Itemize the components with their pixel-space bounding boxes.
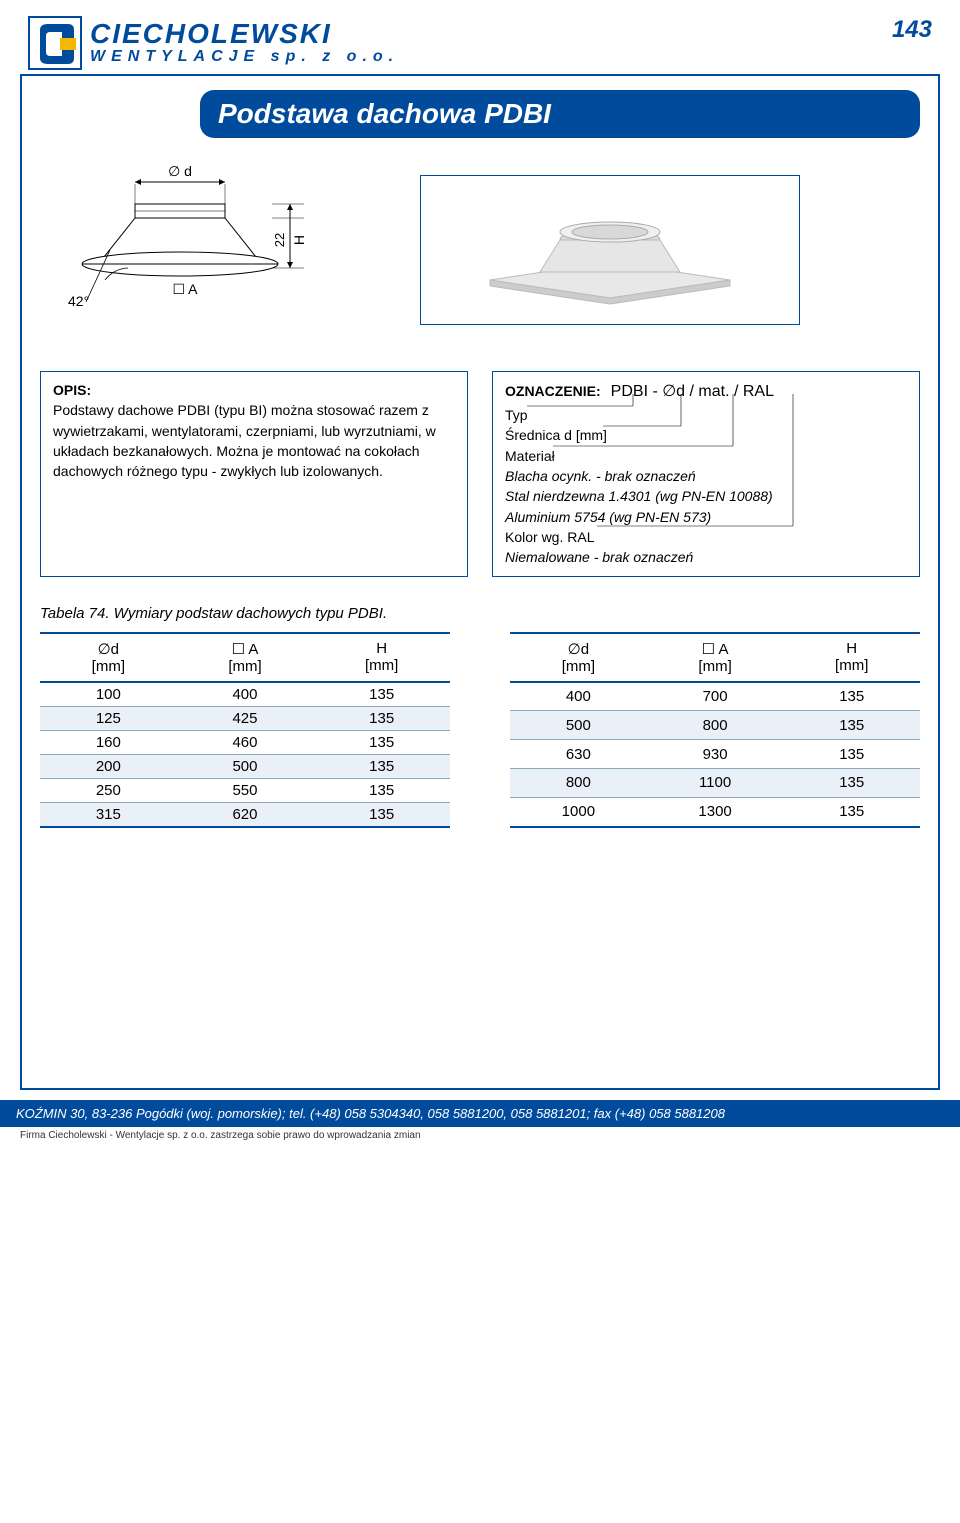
table-cell: 1000 bbox=[510, 797, 647, 826]
column-header: ∅d[mm] bbox=[40, 633, 177, 682]
column-header: ☐ A[mm] bbox=[177, 633, 314, 682]
ozn-line-6: Kolor wg. RAL bbox=[505, 527, 907, 547]
ozn-line-2: Materiał bbox=[505, 446, 907, 466]
column-header: H[mm] bbox=[313, 633, 450, 682]
offset-label: 22 bbox=[272, 233, 287, 247]
table-cell: 630 bbox=[510, 740, 647, 769]
table-cell: 400 bbox=[510, 682, 647, 711]
table-row: 315620135 bbox=[40, 802, 450, 827]
ozn-label: OZNACZENIE: bbox=[505, 381, 601, 401]
table-cell: 135 bbox=[313, 802, 450, 827]
table-cell: 200 bbox=[40, 754, 177, 778]
page-title: Podstawa dachowa PDBI bbox=[200, 90, 920, 138]
logo-block: CIECHOLEWSKI WENTYLACJE sp. z o.o. bbox=[28, 16, 399, 70]
table-cell: 250 bbox=[40, 778, 177, 802]
table-cell: 620 bbox=[177, 802, 314, 827]
render-frame bbox=[420, 175, 800, 325]
table-cell: 135 bbox=[313, 682, 450, 707]
ozn-line-5: Aluminium 5754 (wg PN-EN 573) bbox=[505, 507, 907, 527]
table-row: 125425135 bbox=[40, 706, 450, 730]
brand-subtitle: WENTYLACJE sp. z o.o. bbox=[90, 48, 399, 66]
ozn-line-0: Typ bbox=[505, 405, 907, 425]
table-row: 250550135 bbox=[40, 778, 450, 802]
table-cell: 700 bbox=[647, 682, 784, 711]
table-row: 160460135 bbox=[40, 730, 450, 754]
table-cell: 135 bbox=[313, 754, 450, 778]
footer-address: KOŹMIN 30, 83-236 Pogódki (woj. pomorski… bbox=[0, 1100, 960, 1127]
d-label: ∅ d bbox=[168, 163, 192, 179]
table-cell: 1300 bbox=[647, 797, 784, 826]
table-row: 10001300135 bbox=[510, 797, 920, 826]
table-cell: 125 bbox=[40, 706, 177, 730]
table-cell: 135 bbox=[783, 711, 920, 740]
table-cell: 500 bbox=[510, 711, 647, 740]
table-cell: 400 bbox=[177, 682, 314, 707]
table-row: 200500135 bbox=[40, 754, 450, 778]
logo-text: CIECHOLEWSKI WENTYLACJE sp. z o.o. bbox=[90, 20, 399, 66]
page-number: 143 bbox=[892, 16, 932, 44]
table-row: 500800135 bbox=[510, 711, 920, 740]
oznaczenie-box: OZNACZENIE: PDBI - ∅d / mat. / RAL Typ Ś… bbox=[492, 371, 920, 577]
render-icon bbox=[450, 190, 770, 310]
description-row: OPIS: Podstawy dachowe PDBI (typu BI) mo… bbox=[40, 371, 920, 577]
ozn-code: PDBI - ∅d / mat. / RAL bbox=[611, 380, 774, 403]
tables-row: ∅d[mm]☐ A[mm]H[mm] 100400135125425135160… bbox=[40, 632, 920, 828]
table-cell: 135 bbox=[783, 740, 920, 769]
table-cell: 135 bbox=[783, 797, 920, 826]
ozn-line-7: Niemalowane - brak oznaczeń bbox=[505, 547, 907, 567]
table-cell: 135 bbox=[783, 768, 920, 797]
table-cell: 135 bbox=[313, 730, 450, 754]
a-label: ☐ A bbox=[172, 281, 198, 297]
page-header: CIECHOLEWSKI WENTYLACJE sp. z o.o. 143 bbox=[0, 0, 960, 74]
h-label: H bbox=[291, 235, 307, 245]
table-cell: 315 bbox=[40, 802, 177, 827]
opis-box: OPIS: Podstawy dachowe PDBI (typu BI) mo… bbox=[40, 371, 468, 577]
table-cell: 135 bbox=[783, 682, 920, 711]
table-cell: 550 bbox=[177, 778, 314, 802]
footer-note: Firma Ciecholewski - Wentylacje sp. z o.… bbox=[0, 1127, 960, 1153]
brand-name: CIECHOLEWSKI bbox=[90, 20, 399, 48]
column-header: H[mm] bbox=[783, 633, 920, 682]
table-row: 630930135 bbox=[510, 740, 920, 769]
ozn-line-1: Średnica d [mm] bbox=[505, 425, 907, 445]
dimensions-table-left: ∅d[mm]☐ A[mm]H[mm] 100400135125425135160… bbox=[40, 632, 450, 828]
technical-drawing: ∅ d 42° ☐ A bbox=[40, 162, 340, 337]
table-caption: Tabela 74. Wymiary podstaw dachowych typ… bbox=[40, 605, 920, 622]
ozn-line-3: Blacha ocynk. - brak oznaczeń bbox=[505, 466, 907, 486]
diagram-row: ∅ d 42° ☐ A bbox=[40, 162, 920, 337]
ozn-line-4: Stal nierdzewna 1.4301 (wg PN-EN 10088) bbox=[505, 486, 907, 506]
dimensions-table-right: ∅d[mm]☐ A[mm]H[mm] 400700135500800135630… bbox=[510, 632, 920, 828]
table-cell: 800 bbox=[510, 768, 647, 797]
table-cell: 800 bbox=[647, 711, 784, 740]
opis-heading: OPIS: bbox=[53, 382, 91, 398]
logo-icon bbox=[28, 16, 82, 70]
table-cell: 135 bbox=[313, 706, 450, 730]
table-cell: 1100 bbox=[647, 768, 784, 797]
table-cell: 930 bbox=[647, 740, 784, 769]
angle-label: 42° bbox=[68, 293, 89, 309]
table-cell: 100 bbox=[40, 682, 177, 707]
column-header: ☐ A[mm] bbox=[647, 633, 784, 682]
table-cell: 160 bbox=[40, 730, 177, 754]
table-cell: 425 bbox=[177, 706, 314, 730]
table-cell: 500 bbox=[177, 754, 314, 778]
column-header: ∅d[mm] bbox=[510, 633, 647, 682]
table-row: 100400135 bbox=[40, 682, 450, 707]
table-row: 400700135 bbox=[510, 682, 920, 711]
opis-text: Podstawy dachowe PDBI (typu BI) można st… bbox=[53, 400, 455, 481]
table-row: 8001100135 bbox=[510, 768, 920, 797]
content-frame: Podstawa dachowa PDBI ∅ d bbox=[20, 74, 940, 1090]
table-cell: 460 bbox=[177, 730, 314, 754]
table-cell: 135 bbox=[313, 778, 450, 802]
